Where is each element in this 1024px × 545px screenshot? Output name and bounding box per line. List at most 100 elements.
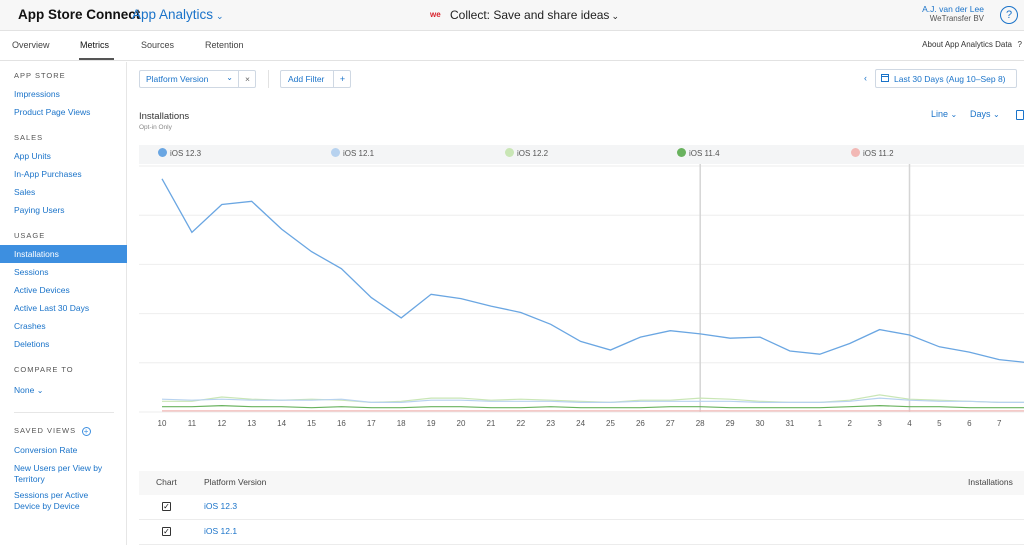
chevron-down-icon: ⌄ xyxy=(993,110,1000,119)
x-tick-label: 30 xyxy=(756,419,765,428)
sidebar-item-installations[interactable]: Installations xyxy=(0,245,127,263)
sidebar-item-sales[interactable]: Sales xyxy=(14,187,36,197)
x-tick-label: 18 xyxy=(397,419,406,428)
chart-type-label: Line xyxy=(931,109,949,119)
section-sales: SALES xyxy=(14,133,44,142)
sidebar-item-deletions[interactable]: Deletions xyxy=(14,339,50,349)
x-tick-label: 31 xyxy=(785,419,794,428)
x-tick-label: 17 xyxy=(367,419,376,428)
sidebar-item-paying-users[interactable]: Paying Users xyxy=(14,205,65,215)
add-filter-label: Add Filter xyxy=(288,74,325,84)
date-range-picker[interactable]: Last 30 Days (Aug 10–Sep 8) xyxy=(875,69,1017,88)
x-tick-label: 22 xyxy=(516,419,525,428)
legend-dot xyxy=(158,148,167,158)
row-label[interactable]: iOS 12.3 xyxy=(204,501,238,511)
clear-filter-icon[interactable]: × xyxy=(245,74,250,84)
legend-item-ios-11-4[interactable]: iOS 11.4 xyxy=(677,148,720,158)
column-chart: Chart xyxy=(156,477,177,487)
tab-retention[interactable]: Retention xyxy=(205,40,244,50)
chevron-left-icon[interactable]: ‹ xyxy=(864,73,867,83)
table-row: ✓ iOS 12.3 xyxy=(139,495,1024,520)
sidebar-item-crashes[interactable]: Crashes xyxy=(14,321,46,331)
x-tick-label: 26 xyxy=(636,419,645,428)
product-menu[interactable]: App Analytics ⌄ xyxy=(132,7,224,22)
tab-sources[interactable]: Sources xyxy=(141,40,175,50)
app-selector[interactable]: Collect: Save and share ideas ⌄ xyxy=(450,8,619,22)
user-menu[interactable]: A.J. van der Lee WeTransfer BV xyxy=(922,4,984,23)
section-saved-views: SAVED VIEWS + xyxy=(14,426,92,436)
sidebar-item-active-last-30-days[interactable]: Active Last 30 Days xyxy=(14,303,90,313)
chart-type-select[interactable]: Line ⌄ xyxy=(931,109,957,119)
tab-overview[interactable]: Overview xyxy=(12,40,50,50)
chevron-down-icon: ⌄ xyxy=(216,11,224,21)
about-data-link[interactable]: About App Analytics Data xyxy=(922,40,1012,49)
legend-item-ios-11-2[interactable]: iOS 11.2 xyxy=(851,148,894,158)
x-tick-label: 7 xyxy=(997,419,1002,428)
x-tick-label: 21 xyxy=(486,419,495,428)
installations-chart: 10 11 12 13 14 15 16 17 18 19 20 21 22 23 24 25 26 27 28 29… xyxy=(139,164,1024,428)
x-tick-label: 23 xyxy=(546,419,555,428)
x-tick-label: 2 xyxy=(847,419,852,428)
export-icon[interactable] xyxy=(1016,110,1024,120)
column-platform-version[interactable]: Platform Version xyxy=(204,477,267,487)
x-tick-label: 3 xyxy=(877,419,882,428)
help-icon[interactable]: ? xyxy=(1000,6,1018,24)
chart-legend: iOS 12.3 iOS 12.1 iOS 12.2 iOS 11.4 iOS … xyxy=(139,145,1024,164)
saved-view-sessions-per-device[interactable]: Sessions per Active Device by Device xyxy=(14,490,89,511)
x-tick-label: 11 xyxy=(188,419,197,428)
sidebar: APP STORE Impressions Product Page Views… xyxy=(0,62,127,545)
sidebar-item-impressions[interactable]: Impressions xyxy=(14,89,60,99)
x-tick-label: 16 xyxy=(337,419,346,428)
column-installations[interactable]: Installations xyxy=(968,477,1013,487)
x-tick-label: 5 xyxy=(937,419,942,428)
legend-label: iOS 11.2 xyxy=(863,149,894,158)
metrics-tab-bar: Overview Metrics Sources Retention About… xyxy=(0,31,1024,61)
legend-dot xyxy=(851,148,860,158)
platform-filter-select[interactable]: Platform Version ⌄ xyxy=(140,71,239,87)
plus-icon[interactable]: + xyxy=(333,71,351,87)
row-label[interactable]: iOS 12.1 xyxy=(204,526,238,536)
compare-to-value: None xyxy=(14,385,35,395)
x-tick-label: 29 xyxy=(726,419,735,428)
x-tick-label: 25 xyxy=(606,419,615,428)
interval-select[interactable]: Days ⌄ xyxy=(970,109,1000,119)
x-tick-label: 13 xyxy=(247,419,256,428)
interval-label: Days xyxy=(970,109,991,119)
chevron-down-icon: ⌄ xyxy=(611,11,619,21)
series-line-ios-12-1 xyxy=(161,397,1024,403)
legend-label: iOS 11.4 xyxy=(689,149,720,158)
compare-to-select[interactable]: None ⌄ xyxy=(0,381,127,399)
sidebar-item-sessions[interactable]: Sessions xyxy=(14,267,49,277)
section-compare-to: COMPARE TO xyxy=(14,365,74,374)
brand-title[interactable]: App Store Connect xyxy=(18,7,141,22)
app-logo-icon: we xyxy=(430,10,441,19)
legend-item-ios-12-2[interactable]: iOS 12.2 xyxy=(505,148,549,158)
chevron-down-icon: ⌄ xyxy=(36,386,44,395)
platform-filter[interactable]: Platform Version ⌄ × xyxy=(139,70,256,88)
sidebar-item-app-units[interactable]: App Units xyxy=(14,151,51,161)
chart-checkbox[interactable]: ✓ xyxy=(162,527,171,536)
active-tab-indicator xyxy=(79,58,114,60)
saved-view-new-users[interactable]: New Users per View by Territory xyxy=(14,463,103,484)
saved-view-conversion-rate[interactable]: Conversion Rate xyxy=(14,445,78,455)
sidebar-item-product-page-views[interactable]: Product Page Views xyxy=(14,107,91,117)
add-saved-view-icon[interactable]: + xyxy=(82,426,92,436)
user-org: WeTransfer BV xyxy=(929,14,984,23)
legend-label: iOS 12.2 xyxy=(517,149,549,158)
about-help-icon[interactable]: ? xyxy=(1017,40,1022,49)
legend-dot xyxy=(505,148,514,158)
chart-checkbox[interactable]: ✓ xyxy=(162,502,171,511)
legend-label: iOS 12.3 xyxy=(170,149,202,158)
tab-metrics[interactable]: Metrics xyxy=(80,40,109,50)
legend-item-ios-12-3[interactable]: iOS 12.3 xyxy=(158,148,202,158)
sidebar-item-active-devices[interactable]: Active Devices xyxy=(14,285,70,295)
x-tick-label: 6 xyxy=(967,419,972,428)
table-row: ✓ iOS 12.1 xyxy=(139,520,1024,545)
add-filter-button[interactable]: Add Filter + xyxy=(280,70,351,88)
section-usage: USAGE xyxy=(14,231,46,240)
legend-item-ios-12-1[interactable]: iOS 12.1 xyxy=(331,148,375,158)
legend-label: iOS 12.1 xyxy=(343,149,375,158)
sidebar-item-in-app-purchases[interactable]: In-App Purchases xyxy=(14,169,82,179)
x-tick-label: 4 xyxy=(907,419,912,428)
chart-title: Installations xyxy=(139,111,190,122)
